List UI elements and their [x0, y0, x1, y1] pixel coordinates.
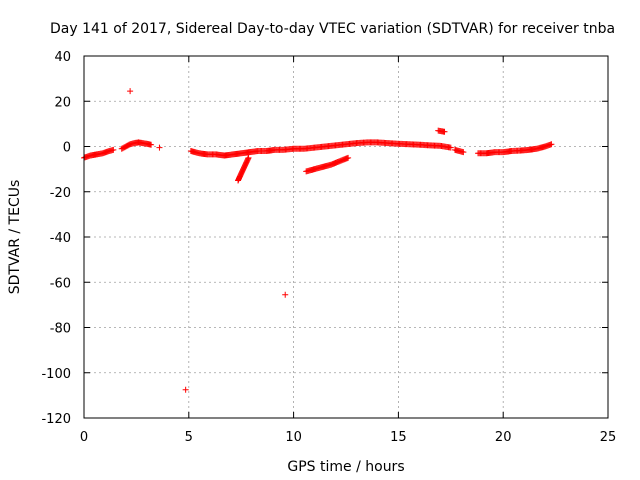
y-tick-label: -60 — [50, 276, 71, 291]
y-axis-label: SDTVAR / TECUs — [7, 180, 23, 295]
y-tick-label: -40 — [50, 231, 71, 246]
x-tick-label: 15 — [390, 430, 407, 445]
x-tick-label: 20 — [495, 430, 512, 445]
y-tick-label: 40 — [54, 50, 71, 65]
x-tick-label: 0 — [80, 430, 88, 445]
x-axis-label: GPS time / hours — [287, 459, 404, 475]
data-point — [127, 88, 134, 95]
data-point — [447, 144, 454, 151]
data-point — [156, 144, 163, 151]
chart-title: Day 141 of 2017, Sidereal Day-to-day VTE… — [50, 21, 615, 37]
y-tick-label: -20 — [50, 186, 71, 201]
grid-lines — [84, 56, 608, 418]
data-point — [282, 291, 289, 298]
data-point — [548, 141, 555, 148]
data-point — [245, 154, 252, 161]
data-point — [110, 146, 117, 153]
data-points — [81, 88, 555, 393]
y-tick-label: -100 — [41, 367, 71, 382]
data-point — [345, 154, 352, 161]
y-tick-label: -80 — [50, 322, 71, 337]
data-point — [441, 128, 448, 135]
axis-ticks: 0 5 10 15 20 25 -120 -100 -80 -60 -40 -20 0 20 40 — [41, 50, 616, 445]
y-tick-label: -120 — [41, 412, 71, 427]
data-point — [182, 386, 189, 393]
x-tick-label: 25 — [600, 430, 617, 445]
y-tick-label: 20 — [54, 95, 71, 110]
x-tick-label: 5 — [185, 430, 193, 445]
x-tick-label: 10 — [285, 430, 302, 445]
data-point — [460, 149, 467, 156]
data-point — [148, 141, 155, 148]
y-tick-label: 0 — [63, 141, 71, 156]
